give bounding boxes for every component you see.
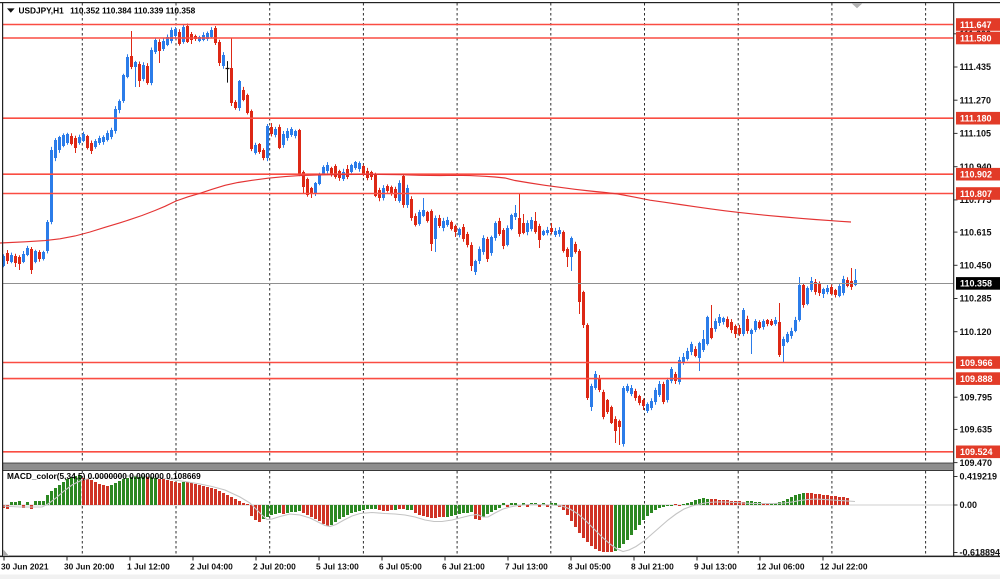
svg-text:2 Jul 20:00: 2 Jul 20:00 bbox=[253, 562, 296, 572]
svg-text:111.435: 111.435 bbox=[960, 62, 992, 72]
svg-text:110.807: 110.807 bbox=[960, 189, 992, 199]
svg-text:109.635: 109.635 bbox=[960, 425, 993, 435]
svg-text:111.270: 111.270 bbox=[960, 95, 992, 105]
svg-text:110.940: 110.940 bbox=[960, 162, 992, 172]
svg-text:-0.618894: -0.618894 bbox=[960, 548, 1000, 558]
svg-text:109.524: 109.524 bbox=[960, 447, 993, 457]
svg-text:109.470: 109.470 bbox=[960, 458, 993, 468]
svg-text:111.647: 111.647 bbox=[960, 20, 992, 30]
svg-text:2 Jul 04:00: 2 Jul 04:00 bbox=[190, 562, 233, 572]
svg-text:6 Jul 05:00: 6 Jul 05:00 bbox=[379, 562, 422, 572]
svg-text:109.795: 109.795 bbox=[960, 392, 993, 402]
svg-text:7 Jul 13:00: 7 Jul 13:00 bbox=[505, 562, 548, 572]
svg-text:1 Jul 12:00: 1 Jul 12:00 bbox=[127, 562, 170, 572]
svg-text:6 Jul 21:00: 6 Jul 21:00 bbox=[442, 562, 485, 572]
svg-text:110.775: 110.775 bbox=[960, 195, 992, 205]
svg-text:111.180: 111.180 bbox=[960, 114, 992, 124]
svg-text:8 Jul 05:00: 8 Jul 05:00 bbox=[568, 562, 611, 572]
svg-text:30 Jun 2021: 30 Jun 2021 bbox=[1, 562, 49, 572]
svg-text:110.120: 110.120 bbox=[960, 327, 992, 337]
svg-text:110.285: 110.285 bbox=[960, 294, 992, 304]
svg-text:9 Jul 13:00: 9 Jul 13:00 bbox=[694, 562, 737, 572]
svg-text:109.966: 109.966 bbox=[960, 358, 993, 368]
svg-text:111.580: 111.580 bbox=[960, 33, 992, 43]
svg-text:30 Jun 20:00: 30 Jun 20:00 bbox=[64, 562, 115, 572]
svg-text:12 Jul 06:00: 12 Jul 06:00 bbox=[757, 562, 805, 572]
svg-text:110.358: 110.358 bbox=[960, 279, 992, 289]
svg-text:5 Jul 13:00: 5 Jul 13:00 bbox=[316, 562, 359, 572]
svg-text:110.450: 110.450 bbox=[960, 261, 992, 271]
svg-text:MACD_color(5,34,5) 0.0000000 0: MACD_color(5,34,5) 0.0000000 0.000000 0.… bbox=[7, 471, 201, 481]
svg-text:109.888: 109.888 bbox=[960, 374, 993, 384]
svg-text:0.419219: 0.419219 bbox=[960, 472, 998, 482]
svg-text:0.00: 0.00 bbox=[960, 500, 978, 510]
svg-text:110.902: 110.902 bbox=[960, 170, 992, 180]
svg-text:12 Jul 22:00: 12 Jul 22:00 bbox=[820, 562, 868, 572]
svg-text:110.615: 110.615 bbox=[960, 227, 992, 237]
svg-text:8 Jul 21:00: 8 Jul 21:00 bbox=[631, 562, 674, 572]
svg-text:USDJPY,H1 110.352 110.384 110: USDJPY,H1 110.352 110.384 110.339 110.35… bbox=[19, 5, 196, 15]
svg-text:111.105: 111.105 bbox=[960, 129, 992, 139]
